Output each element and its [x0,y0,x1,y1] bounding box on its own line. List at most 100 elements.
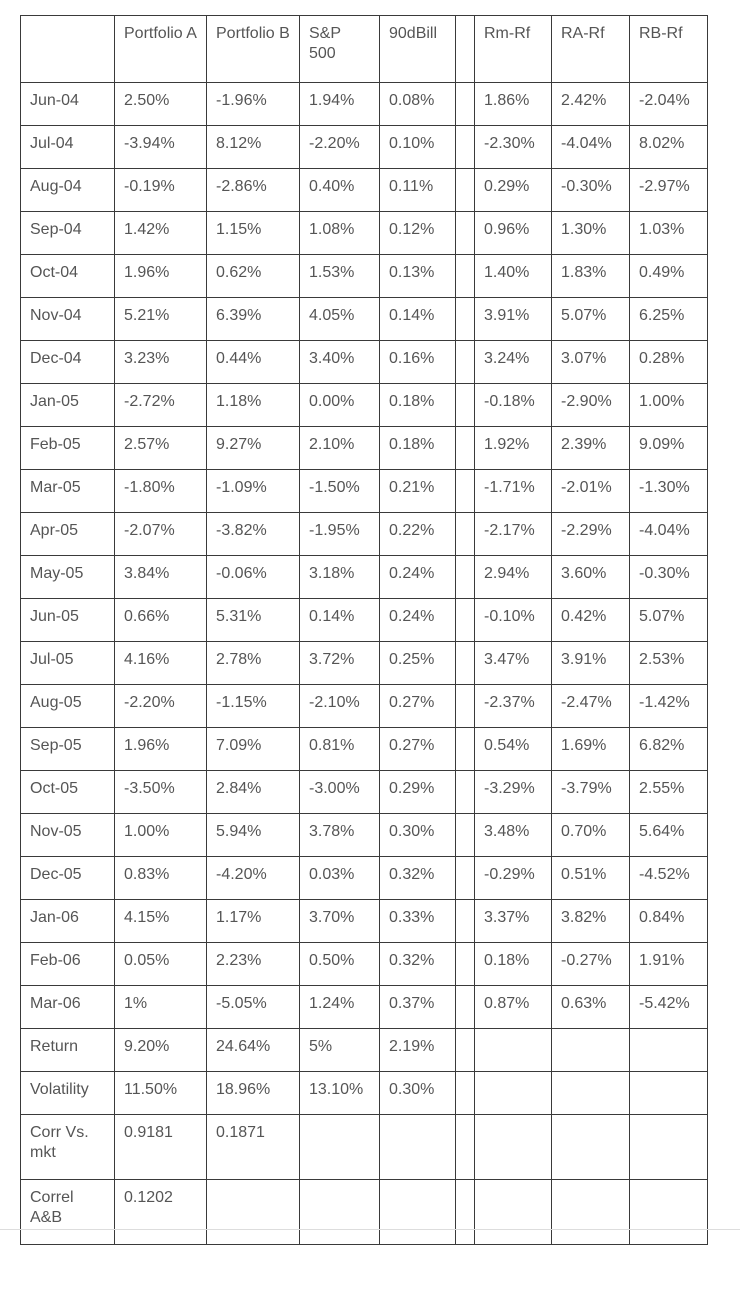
table-cell [551,1071,630,1115]
table-row: Apr-05 -2.07% -3.82% -1.95% 0.22% -2.17% -2.29… [20,512,708,556]
spacer-cell [455,899,475,943]
table-cell: -5.05% [206,985,300,1029]
table-cell: 9.27% [206,426,300,470]
spacer-cell [455,856,475,900]
table-cell: 1.18% [206,383,300,427]
table-cell: -4.04% [629,512,708,556]
table-cell: 8.12% [206,125,300,169]
table-cell: 0.00% [299,383,380,427]
table-cell: -2.47% [551,684,630,728]
table-row: Return 9.20% 24.64% 5% 2.19% [20,1028,708,1072]
table-cell: 0.24% [379,598,456,642]
spacer-cell [455,684,475,728]
table-cell: 0.14% [299,598,380,642]
spacer-cell [455,340,475,384]
table-cell: -2.86% [206,168,300,212]
table-cell: 0.70% [551,813,630,857]
table-cell: -1.09% [206,469,300,513]
table-cell: -4.20% [206,856,300,900]
row-label-cell: Dec-04 [20,340,115,384]
table-cell: 0.16% [379,340,456,384]
row-label-cell: Oct-04 [20,254,115,298]
table-row: Corr Vs. mkt 0.9181 0.1871 [20,1114,708,1180]
table-cell: 2.55% [629,770,708,814]
table-cell: 2.84% [206,770,300,814]
table-cell: 1% [114,985,207,1029]
table-cell: 0.27% [379,727,456,771]
table-cell: -0.30% [629,555,708,599]
row-label-cell: Jun-04 [20,82,115,126]
table-cell: 0.24% [379,555,456,599]
table-cell: 0.1202 [114,1179,207,1245]
table-cell: 2.39% [551,426,630,470]
table-cell: 1.53% [299,254,380,298]
table-cell: 0.32% [379,856,456,900]
table-cell: 0.33% [379,899,456,943]
table-cell [551,1028,630,1072]
table-cell: 5% [299,1028,380,1072]
spacer-cell [455,426,475,470]
row-label-cell: Jan-05 [20,383,115,427]
spacer-cell [455,469,475,513]
table-cell: -2.29% [551,512,630,556]
table-cell: -1.71% [474,469,552,513]
table-cell [474,1179,552,1245]
spacer-cell [455,254,475,298]
table-cell: -2.20% [114,684,207,728]
table-cell [299,1179,380,1245]
table-row: Dec-05 0.83% -4.20% 0.03% 0.32% -0.29% 0.51% -4… [20,856,708,900]
table-cell: 5.07% [551,297,630,341]
table-cell: 1.92% [474,426,552,470]
row-label-cell: Apr-05 [20,512,115,556]
table-cell: -0.30% [551,168,630,212]
table-cell: 0.13% [379,254,456,298]
table-cell [629,1179,708,1245]
table-cell [379,1179,456,1245]
spacer-cell [455,125,475,169]
table-cell: 3.78% [299,813,380,857]
table-cell: 2.23% [206,942,300,986]
table-row: Mar-06 1% -5.05% 1.24% 0.37% 0.87% 0.63% -5.42% [20,985,708,1029]
table-cell: 3.91% [474,297,552,341]
table-row: Sep-05 1.96% 7.09% 0.81% 0.27% 0.54% 1.69% 6.82… [20,727,708,771]
table-cell: 2.78% [206,641,300,685]
table-cell: -2.10% [299,684,380,728]
table-cell: 1.42% [114,211,207,255]
table-cell: 1.08% [299,211,380,255]
table-cell: 3.82% [551,899,630,943]
table-row: Feb-06 0.05% 2.23% 0.50% 0.32% 0.18% -0.27% 1.9… [20,942,708,986]
table-cell: -1.42% [629,684,708,728]
table-cell: 9.20% [114,1028,207,1072]
table-cell: -1.30% [629,469,708,513]
table-row: Dec-04 3.23% 0.44% 3.40% 0.16% 3.24% 3.07% 0.28… [20,340,708,384]
table-cell: 8.02% [629,125,708,169]
table-cell: 0.30% [379,1071,456,1115]
table-row: Jan-05 -2.72% 1.18% 0.00% 0.18% -0.18% -2.90% 1… [20,383,708,427]
table-cell: -3.82% [206,512,300,556]
table-cell: -1.15% [206,684,300,728]
table-cell: 1.91% [629,942,708,986]
column-header: 90dBill [379,15,456,83]
table-cell: 13.10% [299,1071,380,1115]
table-cell: 3.48% [474,813,552,857]
table-cell: 0.42% [551,598,630,642]
row-label-cell: Feb-06 [20,942,115,986]
row-label-cell: Aug-05 [20,684,115,728]
table-cell: 0.63% [551,985,630,1029]
spacer-cell [455,1028,475,1072]
table-cell [551,1114,630,1180]
table-cell: 0.03% [299,856,380,900]
table-cell [551,1179,630,1245]
table-cell: 1.40% [474,254,552,298]
table-cell: -3.00% [299,770,380,814]
table-cell: 0.9181 [114,1114,207,1180]
table-row: Jun-05 0.66% 5.31% 0.14% 0.24% -0.10% 0.42% 5.0… [20,598,708,642]
table-cell: 1.69% [551,727,630,771]
table-cell: 18.96% [206,1071,300,1115]
table-cell: 1.96% [114,727,207,771]
row-label-cell: Correl A&B [20,1179,115,1245]
table-cell: 1.24% [299,985,380,1029]
table-cell: 24.64% [206,1028,300,1072]
table-cell: 0.49% [629,254,708,298]
table-cell: 1.15% [206,211,300,255]
